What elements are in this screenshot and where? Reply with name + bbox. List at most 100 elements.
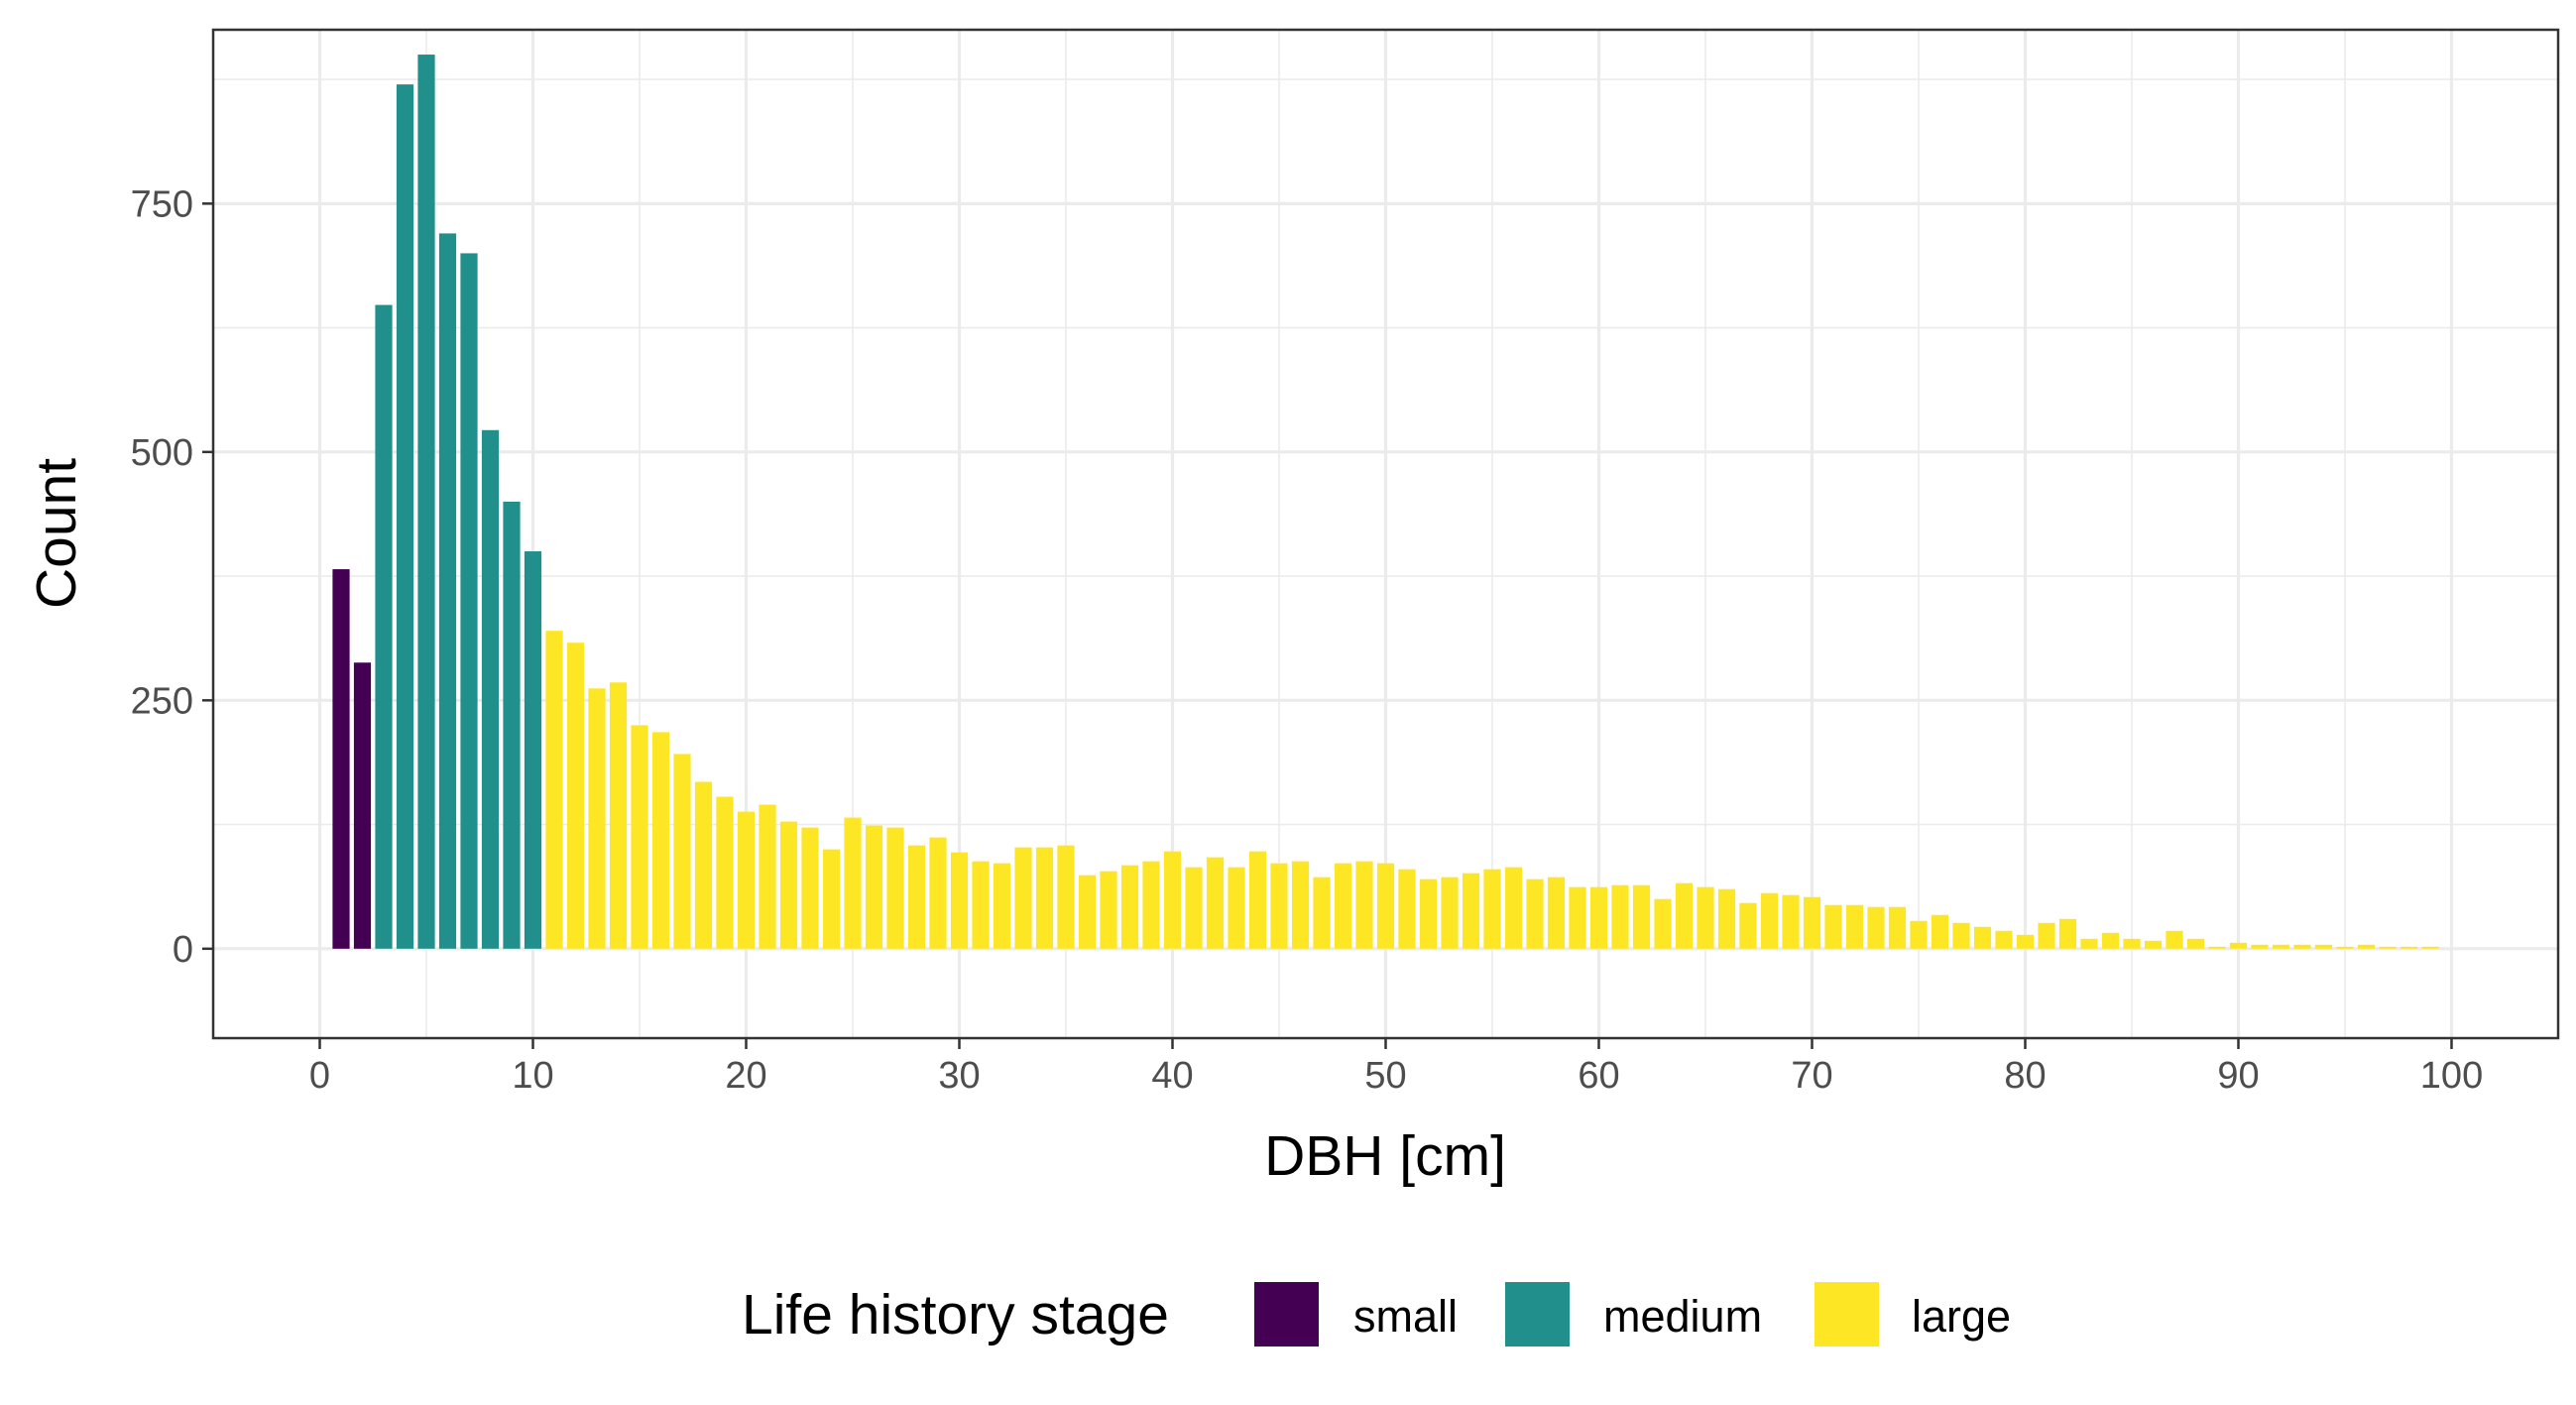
bar-large (2293, 944, 2311, 949)
bar-large (1632, 884, 1651, 949)
bar-large (2080, 938, 2098, 949)
bar-medium (375, 304, 393, 949)
x-tick-label: 80 (2004, 1055, 2046, 1097)
bar-large (716, 796, 734, 949)
bar-large (1014, 847, 1032, 949)
bar-large (1888, 906, 1907, 949)
bar-large (609, 682, 628, 949)
bar-large (1398, 869, 1416, 949)
bars (332, 55, 2439, 949)
bar-large (2166, 930, 2183, 949)
bar-medium (481, 429, 500, 949)
bar-large (566, 643, 585, 949)
y-axis: 0 250 500 750 (131, 183, 213, 971)
bar-large (2123, 938, 2141, 949)
bar-large (1910, 920, 1928, 949)
bar-large (2058, 918, 2077, 949)
bar-large (1526, 878, 1544, 949)
bar-large (1995, 930, 2013, 949)
bar-large (1100, 871, 1117, 949)
bar-large (1313, 877, 1331, 949)
bar-large (1441, 877, 1459, 949)
bar-large (2400, 946, 2418, 949)
bar-large (1248, 851, 1267, 949)
bar-large (2038, 922, 2055, 949)
bar-large (1824, 904, 1842, 949)
legend-key-small (1254, 1282, 1319, 1346)
bar-large (651, 732, 670, 949)
bar-small (332, 569, 350, 949)
bar-medium (396, 84, 414, 949)
y-tick-label: 750 (131, 183, 193, 225)
bar-large (822, 849, 841, 949)
bar-large (1611, 884, 1629, 949)
bar-large (1569, 886, 1586, 949)
bar-large (1547, 877, 1566, 949)
bar-large (907, 845, 926, 949)
bar-large (2336, 946, 2354, 949)
x-tick-label: 40 (1151, 1055, 1193, 1097)
bar-large (1291, 861, 1310, 949)
y-axis-title: Count (25, 458, 88, 609)
legend-label-large: large (1912, 1291, 2011, 1342)
bar-large (1228, 867, 1245, 949)
bar-large (865, 825, 883, 949)
legend-key-large (1815, 1282, 1879, 1346)
bar-large (1973, 926, 1992, 949)
bar-large (1760, 892, 1779, 949)
x-tick-label: 20 (725, 1055, 766, 1097)
x-tick-label: 100 (2420, 1055, 2483, 1097)
bar-large (737, 811, 756, 949)
bar-large (1589, 886, 1608, 949)
x-axis: 0 10 20 30 40 50 60 70 80 90 100 (309, 1038, 2483, 1097)
bar-large (1845, 904, 1864, 949)
bar-large (1142, 861, 1160, 949)
bar-medium (524, 551, 542, 949)
bar-large (1483, 869, 1501, 949)
bar-large (1782, 894, 1800, 949)
bar-large (950, 852, 969, 949)
x-tick-label: 30 (938, 1055, 980, 1097)
bar-large (1334, 863, 1352, 949)
bar-large (993, 863, 1011, 949)
bar-small (353, 662, 372, 949)
bar-medium (417, 55, 435, 949)
bar-large (1078, 875, 1097, 949)
bar-large (694, 781, 713, 949)
x-tick-label: 10 (512, 1055, 553, 1097)
bar-large (844, 817, 862, 949)
legend-label-medium: medium (1603, 1291, 1762, 1342)
bar-large (1462, 873, 1480, 949)
x-tick-label: 0 (309, 1055, 330, 1097)
bar-large (2186, 938, 2205, 949)
bar-large (2272, 944, 2290, 949)
bar-large (1057, 845, 1075, 949)
bar-large (1654, 898, 1672, 949)
bar-large (2251, 944, 2269, 949)
bar-large (2208, 946, 2226, 949)
legend: Life history stage small medium large (742, 1282, 2011, 1346)
bar-large (1867, 906, 1885, 949)
bar-large (2016, 934, 2035, 949)
bar-large (1952, 922, 1970, 949)
bar-large (2101, 932, 2120, 949)
bar-large (2379, 946, 2397, 949)
bar-large (1163, 851, 1182, 949)
bar-large (801, 827, 819, 949)
bar-large (929, 837, 947, 949)
bar-large (1697, 886, 1714, 949)
legend-title: Life history stage (742, 1283, 1169, 1346)
bar-large (759, 804, 776, 949)
bar-large (1120, 865, 1139, 949)
bar-large (1376, 863, 1395, 949)
bar-large (1504, 867, 1523, 949)
x-axis-title: DBH [cm] (1264, 1124, 1506, 1188)
x-tick-label: 50 (1364, 1055, 1406, 1097)
bar-large (2229, 942, 2248, 949)
bar-large (1717, 888, 1736, 949)
bar-large (1270, 863, 1288, 949)
bar-large (588, 688, 606, 949)
bar-large (2357, 944, 2376, 949)
y-tick-label: 250 (131, 680, 193, 722)
